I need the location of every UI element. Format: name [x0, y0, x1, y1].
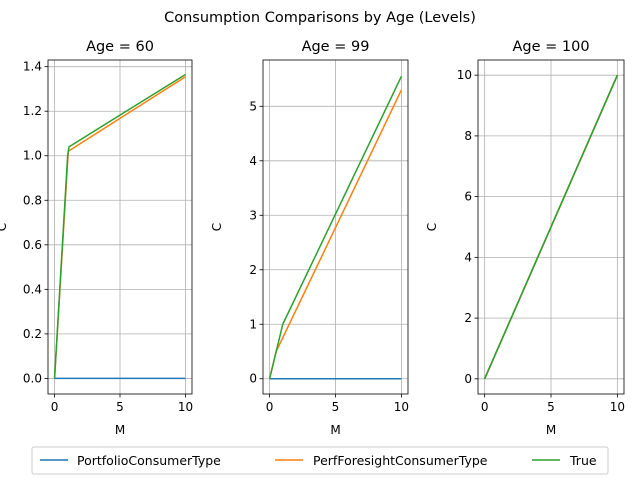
- x-tick-label: 5: [332, 400, 340, 414]
- legend-entry-portfolio: PortfolioConsumerType: [40, 453, 221, 468]
- y-axis-label: C: [425, 223, 439, 231]
- x-tick-label: 10: [394, 400, 409, 414]
- figure-suptitle: Consumption Comparisons by Age (Levels): [164, 10, 476, 26]
- y-tick-label: 1.2: [23, 104, 42, 118]
- subplot-age-99: 0 5 10 0 1 2 3 4 5 Age = 99 M C: [210, 39, 409, 437]
- y-tick-label: 8: [464, 129, 472, 143]
- y-tick-label: 4: [249, 154, 257, 168]
- y-tick-label: 0.8: [23, 193, 42, 207]
- series-line-true: [53, 73, 186, 379]
- y-axis-label: C: [210, 223, 224, 231]
- y-tick-label: 3: [249, 208, 257, 222]
- y-tick-label: 5: [249, 99, 257, 113]
- legend-entry-true: True: [532, 453, 597, 468]
- legend-entry-perfforesight: PerfForesightConsumerType: [275, 453, 488, 468]
- y-tick-label: 1.0: [23, 149, 42, 163]
- y-tick-label: 1: [249, 317, 257, 331]
- y-tick-label: 0: [464, 372, 472, 386]
- x-tick-label: 10: [178, 400, 193, 414]
- x-axis-label: M: [330, 423, 340, 437]
- y-tick-label: 0.2: [23, 327, 42, 341]
- x-tick-label: 10: [610, 400, 625, 414]
- series-line-true: [268, 76, 403, 379]
- subplot-title: Age = 100: [512, 39, 589, 55]
- subplot-age-100: 0 5 10 0 2 4 6 8 10 Age = 100 M C: [425, 39, 625, 437]
- y-tick-label: 2: [249, 263, 257, 277]
- y-tick-label: 0.0: [23, 371, 42, 385]
- x-tick-label: 0: [51, 400, 59, 414]
- legend-box: [31, 446, 609, 475]
- y-tick-label: 0.6: [23, 238, 42, 252]
- y-tick-label: 0.4: [23, 282, 42, 296]
- legend-label-perfforesight: PerfForesightConsumerType: [313, 453, 488, 468]
- x-tick-label: 0: [481, 400, 489, 414]
- y-tick-label: 4: [464, 250, 472, 264]
- series-line-true: [483, 74, 619, 380]
- subplot-age-60: 0 5 10 0.0 0.2 0.4 0.6 0.8 1.0 1.2 1.4 Age = 60 M C: [0, 39, 193, 437]
- y-tick-label: 10: [457, 68, 472, 82]
- legend-label-true: True: [569, 453, 597, 468]
- y-tick-label: 6: [464, 190, 472, 204]
- subplot-title: Age = 99: [302, 39, 370, 55]
- y-tick-label: 1.4: [23, 60, 42, 74]
- x-tick-label: 5: [547, 400, 555, 414]
- x-tick-label: 0: [266, 400, 274, 414]
- y-tick-label: 0: [249, 372, 257, 386]
- x-tick-label: 5: [116, 400, 124, 414]
- legend: PortfolioConsumerType PerfForesightConsu…: [31, 446, 609, 475]
- y-axis-label: C: [0, 223, 9, 231]
- y-tick-label: 2: [464, 311, 472, 325]
- x-axis-label: M: [115, 423, 125, 437]
- legend-label-portfolio: PortfolioConsumerType: [77, 453, 221, 468]
- x-axis-label: M: [546, 423, 556, 437]
- subplot-title: Age = 60: [86, 39, 154, 55]
